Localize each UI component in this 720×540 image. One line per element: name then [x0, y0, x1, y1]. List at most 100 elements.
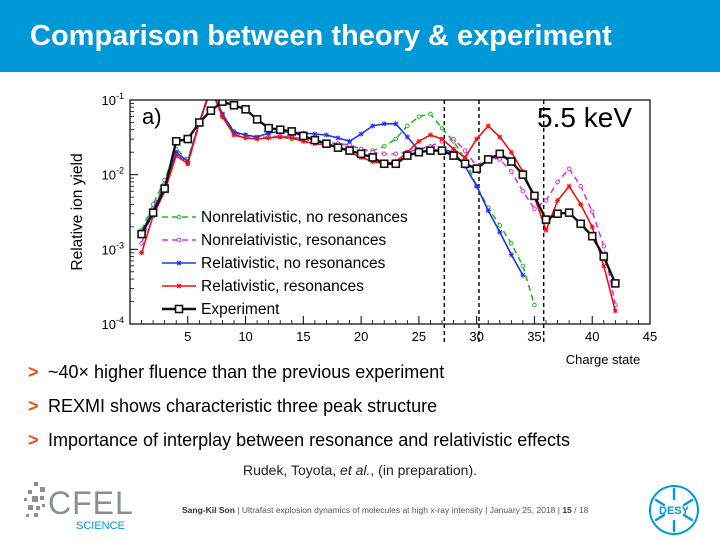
energy-label: 5.5 keV [537, 102, 632, 133]
bullet-list: > ~40× higher fluence than the previous … [28, 362, 570, 464]
series-marker [381, 151, 387, 157]
series-marker [462, 154, 468, 160]
legend-label: Experiment [201, 301, 280, 318]
experiment-marker [507, 157, 516, 166]
series-marker [335, 135, 341, 141]
footer: Sang-Kil Son | Ultrafast explosion dynam… [182, 505, 588, 515]
series-marker [173, 149, 179, 155]
experiment-marker [368, 153, 377, 162]
cfel-logo: CFEL SCIENCE [24, 482, 134, 532]
series-marker [231, 132, 237, 138]
experiment-marker [356, 149, 366, 159]
experiment-marker [252, 115, 262, 124]
experiment-marker [483, 155, 493, 164]
x-tick-label: 45 [643, 329, 657, 344]
series-marker [289, 135, 295, 141]
experiment-marker [287, 127, 297, 136]
series-marker [428, 111, 433, 117]
experiment-marker [587, 231, 597, 241]
footer-author: Sang-Kil Son [182, 505, 235, 515]
series-marker [393, 121, 399, 127]
series-marker [266, 135, 272, 141]
series-marker [485, 208, 491, 214]
experiment-marker [183, 134, 193, 144]
experiment-marker [541, 215, 551, 224]
series-marker [209, 85, 213, 89]
series-marker [209, 87, 213, 91]
series-marker [612, 308, 618, 314]
experiment-marker [379, 159, 389, 169]
series-marker [176, 260, 182, 266]
bullet-arrow-icon: > [28, 362, 39, 382]
experiment-marker [576, 219, 585, 229]
series-marker [508, 252, 514, 258]
series-marker [451, 146, 457, 152]
series-marker [508, 149, 514, 155]
experiment-marker [137, 229, 146, 239]
bullet-item: > Importance of interplay between resona… [28, 430, 570, 464]
legend-label: Relativistic, resonances [201, 278, 364, 295]
series-marker [176, 237, 182, 243]
citation: Rudek, Toyota, et al., (in preparation). [0, 462, 720, 478]
bullet-text: Importance of interplay between resonanc… [48, 430, 570, 450]
series-marker [208, 87, 213, 92]
series-marker [139, 241, 144, 246]
experiment-marker [391, 159, 401, 169]
cfel-logo-name: CFEL [48, 485, 134, 521]
series-marker [347, 138, 353, 144]
slide-title: Comparison between theory & experiment [30, 20, 612, 52]
experiment-marker [218, 100, 227, 106]
series-marker [219, 111, 225, 117]
y-tick-exp: -2 [116, 166, 124, 176]
plot-frame [129, 99, 651, 325]
x-tick-label: 10 [238, 329, 252, 344]
series-marker [254, 136, 260, 142]
series-marker [555, 179, 560, 185]
series-marker [219, 114, 225, 120]
series-marker [231, 129, 237, 135]
experiment-marker [206, 106, 216, 115]
experiment-marker [195, 118, 204, 127]
bullet-item: > ~40× higher fluence than the previous … [28, 362, 570, 396]
series-marker [451, 136, 456, 142]
desy-logo-text: DESY [659, 505, 690, 517]
series-marker [497, 134, 503, 140]
y-tick-label: 10-2 [102, 166, 124, 183]
experiment-marker [345, 146, 354, 155]
experiment-marker [426, 146, 435, 155]
series-marker [439, 125, 445, 131]
series-marker [416, 114, 422, 119]
series-marker [427, 132, 433, 138]
experiment-marker [518, 170, 528, 179]
series-marker [416, 138, 422, 144]
series-marker [566, 166, 572, 172]
series-marker [578, 183, 583, 189]
series-marker [439, 136, 445, 142]
y-tick-label: 10-3 [102, 240, 124, 257]
y-tick-exp: -3 [116, 240, 124, 250]
series-marker [520, 272, 526, 278]
series-marker [300, 138, 306, 144]
series-marker [462, 148, 468, 153]
y-tick-base: 10 [102, 93, 116, 108]
experiment-marker [599, 252, 609, 261]
series-marker [532, 206, 537, 212]
series-marker [474, 183, 480, 189]
title-bar: Comparison between theory & experiment [0, 0, 720, 72]
experiment-marker [564, 208, 574, 217]
series-marker [176, 214, 182, 220]
series-marker [393, 151, 399, 157]
y-tick-exp: -1 [116, 91, 124, 101]
series-marker [312, 131, 318, 137]
experiment-marker [275, 125, 285, 135]
experiment-marker [322, 139, 331, 148]
series-marker [474, 136, 480, 142]
y-tick-exp: -4 [116, 315, 124, 325]
experiment-marker [530, 191, 539, 201]
yield-chart: 10-110-210-310-45 10 15 20 25 30 35 40 45Nonrela… [69, 85, 657, 367]
series-marker [589, 209, 595, 214]
series-marker [497, 157, 503, 162]
x-tick-label: 5 [184, 329, 191, 344]
series-marker [543, 227, 549, 233]
series-marker [601, 263, 607, 269]
